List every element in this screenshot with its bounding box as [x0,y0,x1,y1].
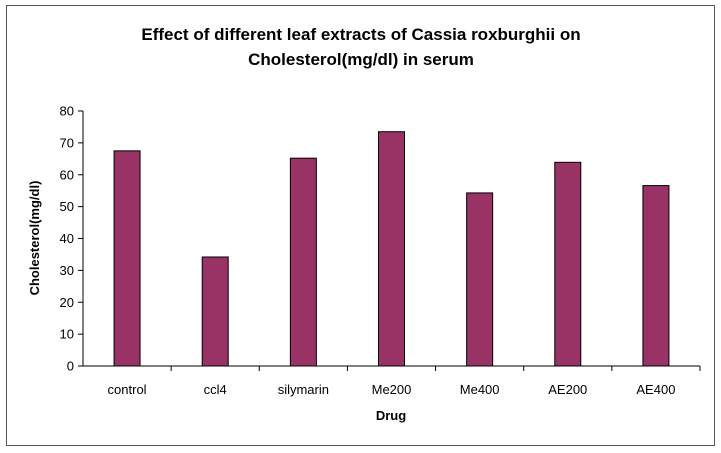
x-category-label: silymarin [278,382,329,397]
bar-me400 [466,192,494,367]
y-tick-label: 40 [60,231,74,246]
bar-ccl4 [201,256,229,367]
y-tick-label: 10 [60,327,74,342]
bar-silymarin [289,157,317,367]
y-tick-label: 50 [60,199,74,214]
bars [113,131,670,367]
bar-ae400 [642,185,670,367]
bar-control [113,150,141,367]
x-category-label: Me200 [372,382,412,397]
x-category-label: AE400 [636,382,675,397]
y-tick-label: 80 [60,104,74,119]
x-category-label: ccl4 [204,382,227,397]
y-tick-label: 60 [60,167,74,182]
y-tick-label: 0 [67,359,74,374]
x-category-label: AE200 [548,382,587,397]
x-axis-title: Drug [376,408,406,423]
x-category-label: Me400 [460,382,500,397]
y-axis-title: Cholesterol(mg/dl) [27,181,42,296]
y-tick-label: 70 [60,135,74,150]
chart-title-line-1: Effect of different leaf extracts of Cas… [141,25,580,44]
x-category-label: control [108,382,147,397]
bar-ae200 [554,161,582,367]
y-axis-ticks: 0 10 20 30 40 50 60 70 80 [60,104,83,374]
y-tick-label: 30 [60,263,74,278]
chart-title-line-2: Cholesterol(mg/dl) in serum [248,50,474,69]
y-tick-label: 20 [60,295,74,310]
bar-me200 [378,131,405,367]
x-axis-ticks: control ccl4 silymarin Me200 Me400 AE200 AE400 [108,366,701,397]
chart-frame [6,5,715,446]
